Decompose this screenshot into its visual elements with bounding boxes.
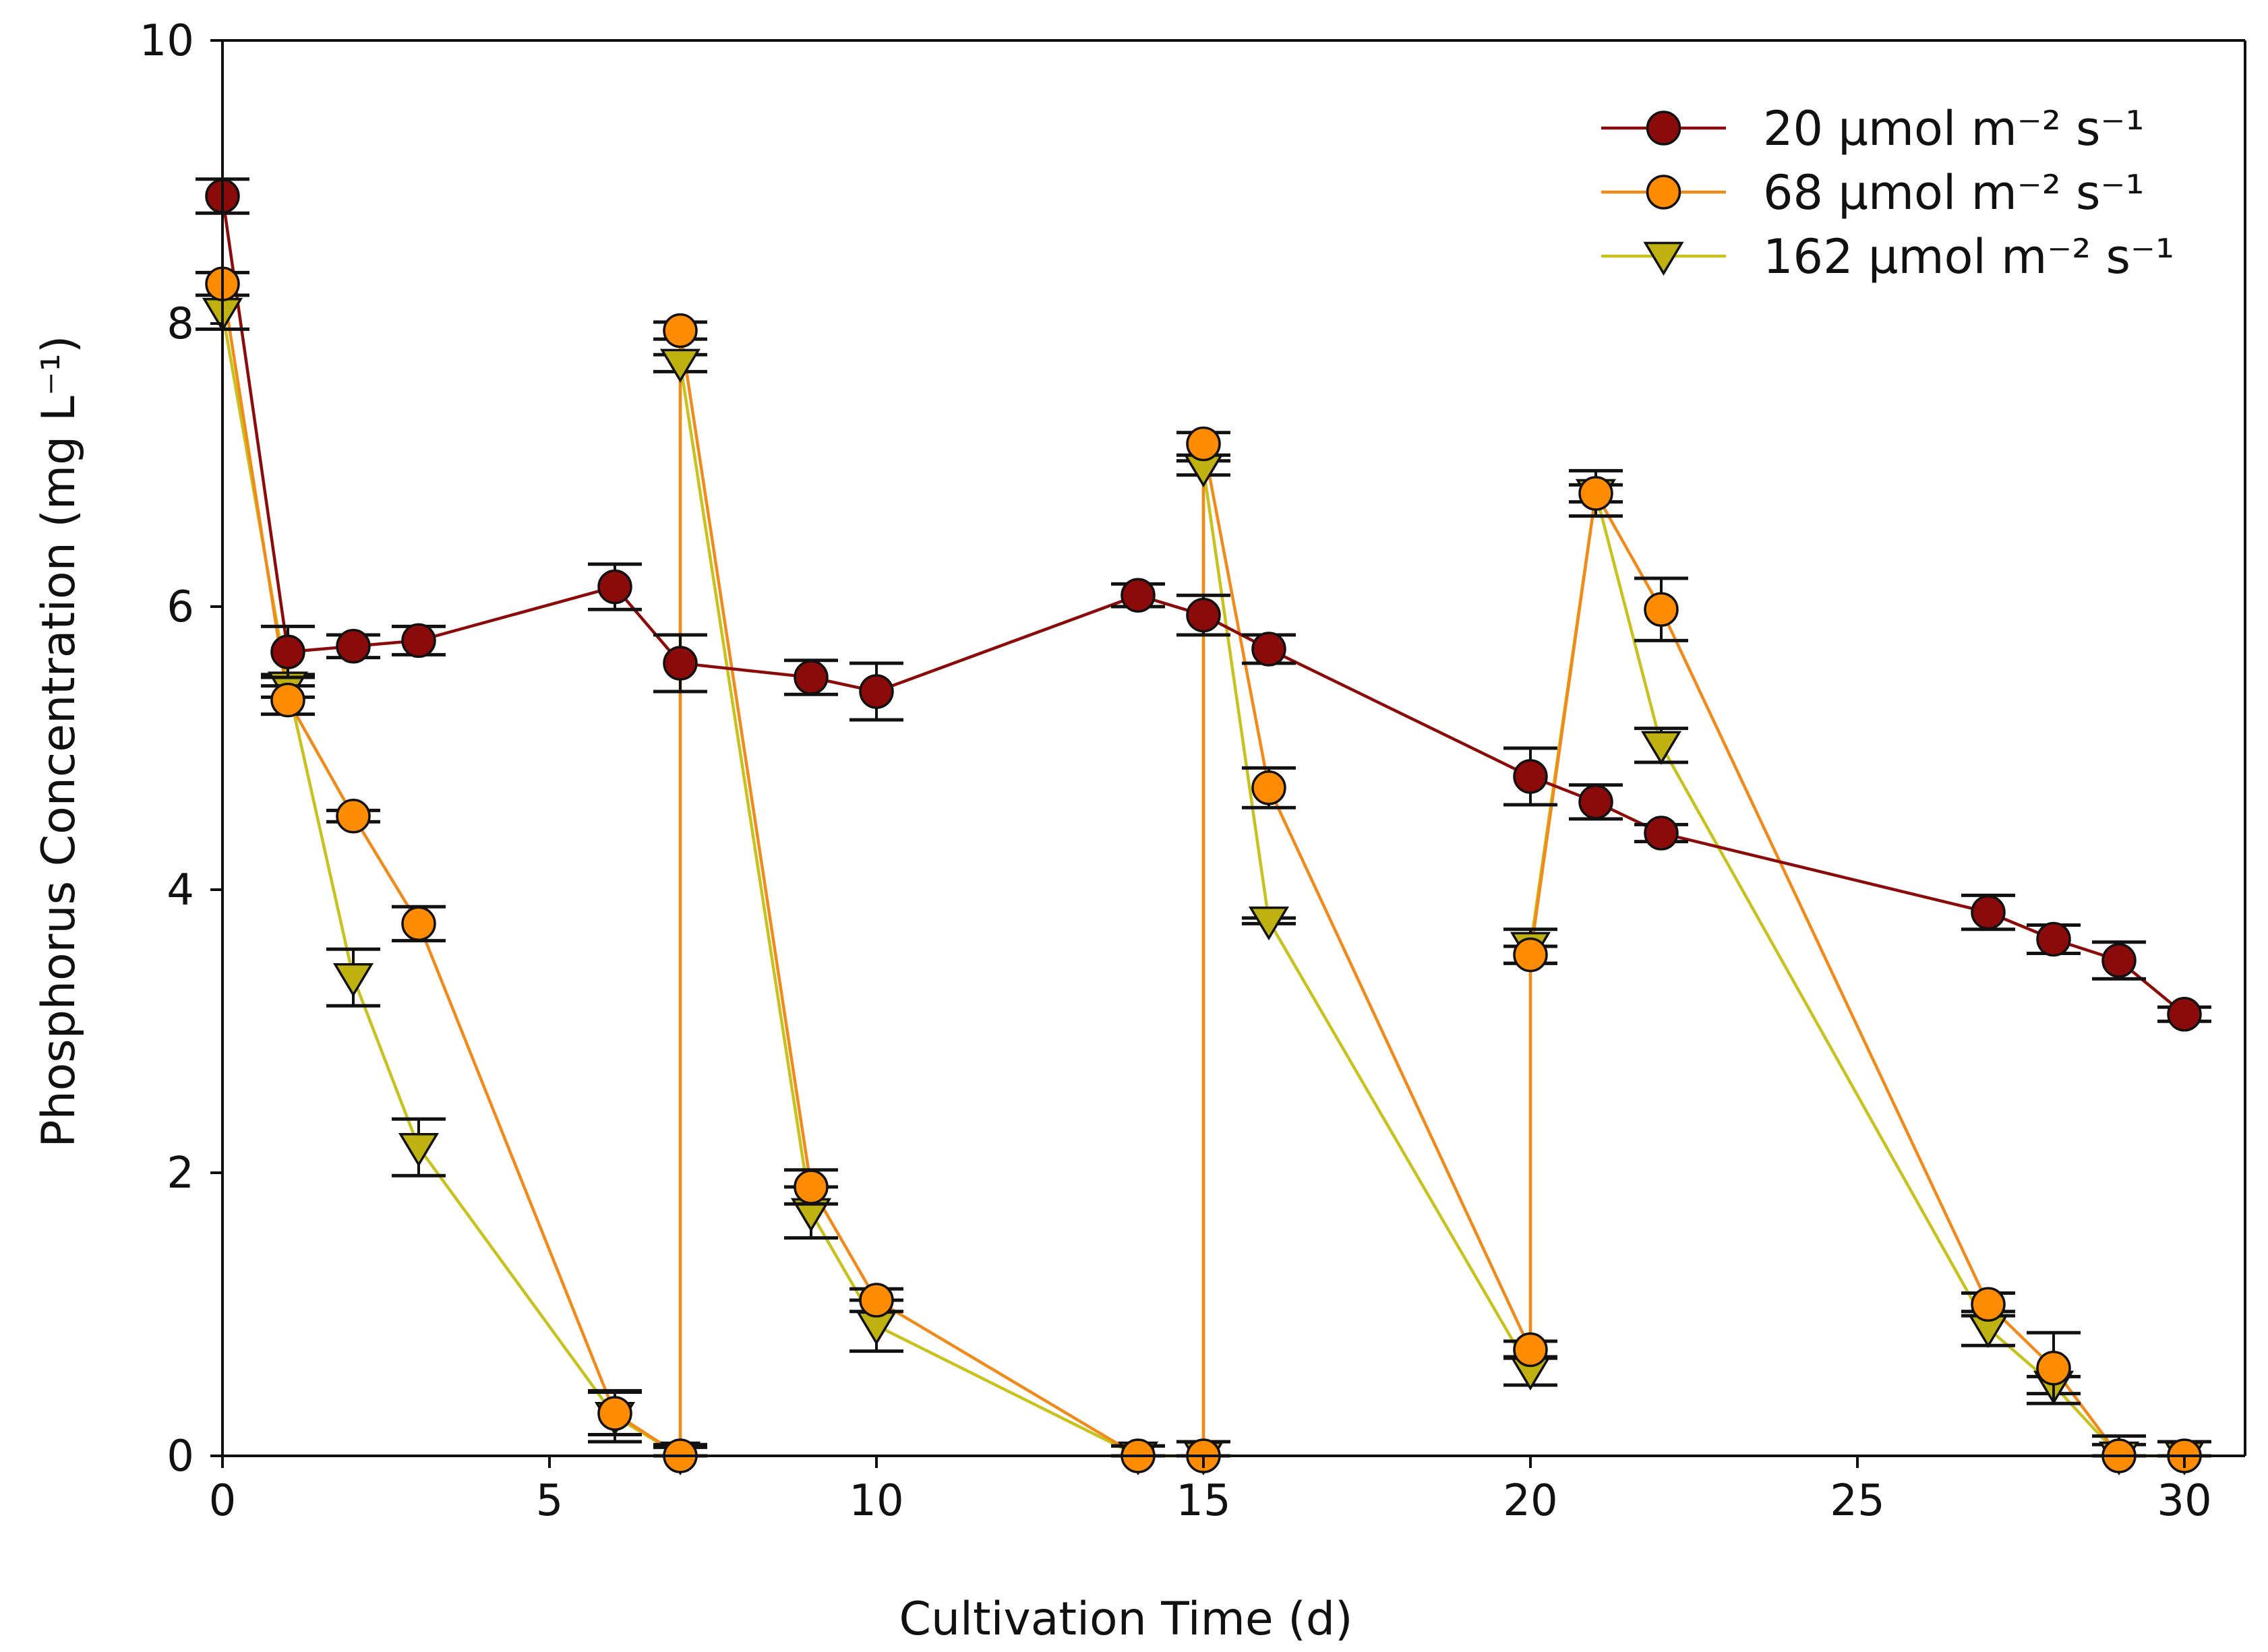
data-point [1251,770,1286,805]
legend-entry: 68 μmol m⁻² s⁻¹ [1601,165,2145,220]
x-axis-title: Cultivation Time (d) [899,1593,1352,1646]
legend-label: 20 μmol m⁻² s⁻¹ [1763,101,2145,156]
data-point [2167,997,2202,1032]
data-point [270,682,305,718]
data-point [1513,759,1548,794]
data-point [1640,731,1682,765]
legend-entry: 162 μmol m⁻² s⁻¹ [1601,229,2174,284]
data-point [1971,1287,2006,1322]
y-tick-label: 10 [140,16,194,66]
data-point [1248,907,1290,941]
legend-marker [1646,175,1681,210]
data-point [794,1169,829,1204]
legend-marker [1643,241,1684,276]
data-point [1578,785,1613,820]
data-point [401,906,436,942]
legend-label: 162 μmol m⁻² s⁻¹ [1763,229,2174,284]
legend: 20 μmol m⁻² s⁻¹ 68 μmol m⁻² s⁻¹ 162 μmol m… [1601,101,2174,284]
data-point [2101,943,2137,978]
x-tick-label: 25 [1830,1476,1884,1526]
data-point [1121,578,1156,613]
data-point [2036,921,2071,957]
data-point [1513,937,1548,973]
y-tick-label: 0 [167,1432,194,1481]
legend-label: 68 μmol m⁻² s⁻¹ [1763,165,2145,220]
x-tick-label: 15 [1176,1476,1230,1526]
axes: 0 5 10 15 20 25 30 0 2 4 6 8 10 [140,16,2246,1526]
data-point [332,963,374,998]
y-tick-label: 8 [167,299,194,349]
y-tick-label: 2 [167,1149,194,1198]
data-point [659,348,701,383]
data-point [1644,592,1679,627]
legend-entry: 20 μmol m⁻² s⁻¹ [1601,101,2145,156]
data-point [336,629,371,664]
data-point [1186,426,1221,462]
data-point [1578,476,1613,511]
data-point [336,799,371,834]
x-tick-label: 30 [2157,1476,2211,1526]
series-2-points [196,266,2211,1473]
x-tick-label: 10 [849,1476,903,1526]
data-point [1644,816,1679,851]
data-point [597,569,632,605]
data-point [597,1396,632,1431]
data-point [663,313,698,348]
y-tick-label: 6 [167,582,194,632]
data-point [1513,1332,1548,1368]
data-point [401,623,436,659]
data-point [2036,1351,2071,1386]
y-tick-label: 4 [167,865,194,915]
data-point [859,674,894,709]
x-tick-label: 0 [209,1476,237,1526]
data-point [1186,597,1221,633]
legend-marker [1646,111,1681,146]
data-point [1251,632,1286,667]
series-1-points [196,177,2211,1032]
x-tick-label: 5 [536,1476,564,1526]
x-tick-label: 20 [1503,1476,1557,1526]
data-point [1971,894,2006,930]
data-point [270,634,305,669]
data-point [859,1283,894,1318]
data-point [794,660,829,695]
plot-area [196,177,2211,1476]
y-axis-title: Phosphorus Concentration (mg L⁻¹) [32,336,86,1148]
data-point [663,646,698,681]
data-point [398,1133,440,1167]
